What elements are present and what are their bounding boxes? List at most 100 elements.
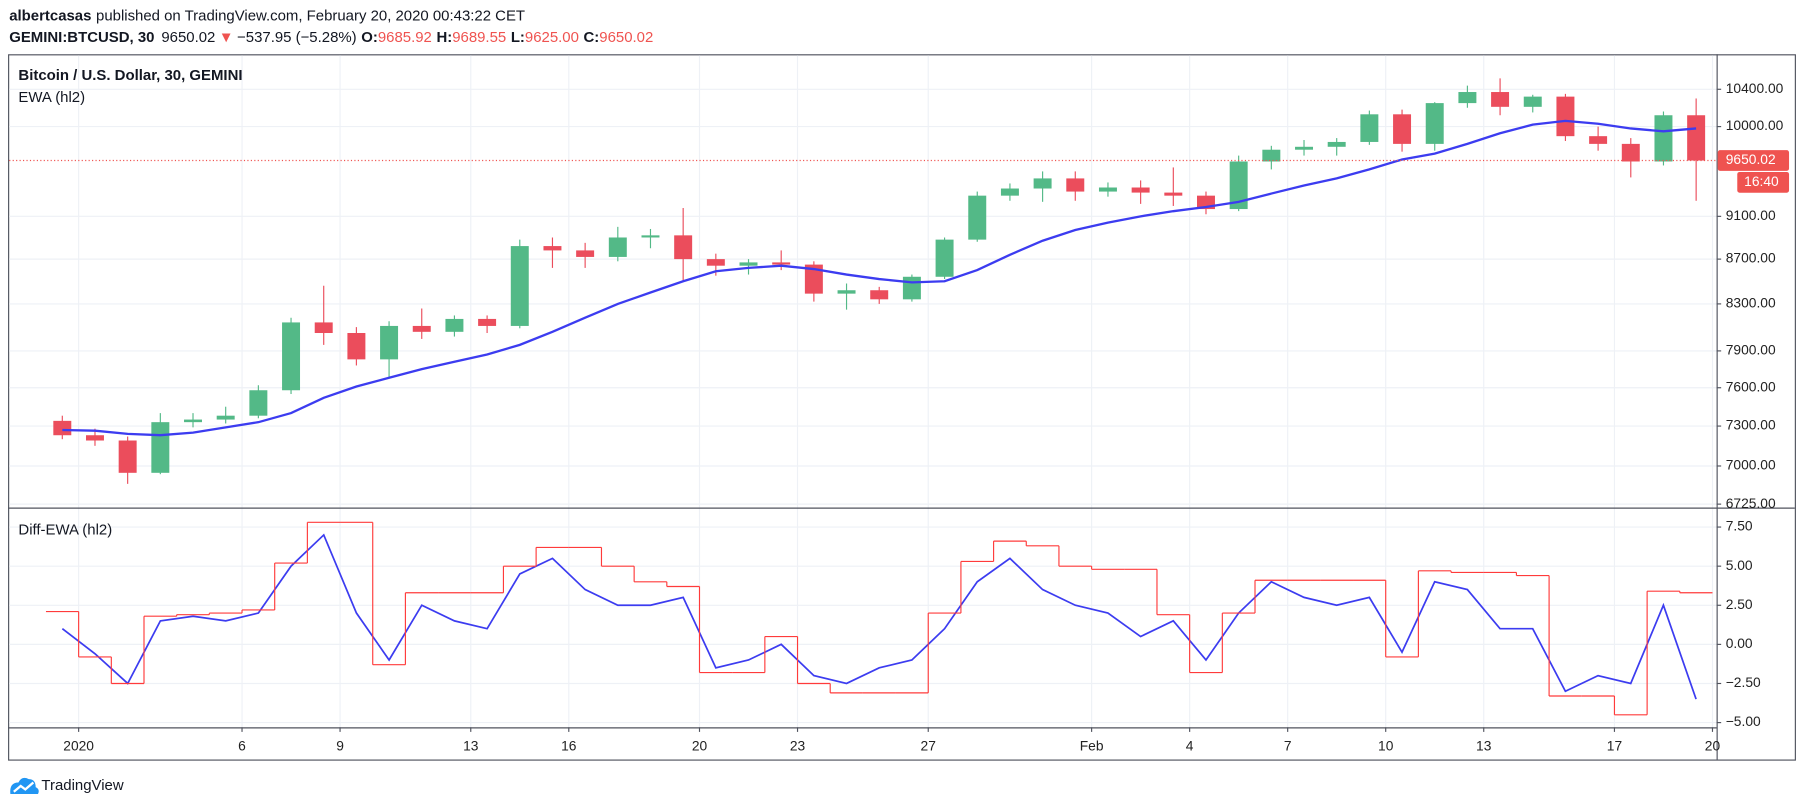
x-tick-label: 27 (921, 738, 936, 753)
x-tick-label: 10 (1378, 738, 1394, 753)
l-label: L: (511, 29, 525, 46)
candle-body (1654, 115, 1673, 162)
candle-body (772, 262, 791, 265)
ewa-line (62, 119, 1697, 437)
candle-body (739, 262, 758, 266)
c-label: C: (584, 29, 600, 46)
candle-body (576, 250, 595, 257)
header-line: albertcasas published on TradingView.com,… (9, 7, 525, 24)
x-tick-label: 13 (463, 738, 479, 753)
y-tick-label: 7600.00 (1726, 379, 1776, 394)
brand-logo (10, 777, 39, 795)
low: 9625.00 (525, 29, 579, 46)
open: 9685.92 (378, 29, 432, 46)
candle-body (543, 246, 562, 251)
countdown-label: 16:40 (1744, 174, 1779, 189)
candle-body (1393, 114, 1412, 144)
candle-body (641, 235, 660, 238)
candle-body (85, 435, 104, 441)
candle-body (1164, 192, 1183, 196)
author: albertcasas (9, 7, 91, 24)
candle-body (1523, 96, 1542, 107)
y-tick-label: 7900.00 (1726, 343, 1776, 358)
candle-body (1131, 187, 1150, 193)
candle-body (1000, 188, 1019, 196)
diff-line (61, 533, 1697, 700)
last: 9650.02 (161, 29, 215, 46)
y-tick-label: 10000.00 (1726, 118, 1784, 133)
grid (9, 55, 1717, 728)
x-tick-label: 4 (1186, 738, 1194, 753)
countdown-box (1737, 172, 1790, 193)
plot (9, 78, 1717, 716)
candle-body (412, 325, 431, 332)
axes: 6725.00 7000.00 7300.00 7600.00 7900.00 8300.… (63, 81, 1790, 753)
published: published on TradingView.com, February 2… (96, 7, 525, 24)
candle-body (608, 237, 627, 257)
candle-body (1262, 149, 1281, 162)
pane-title: Bitcoin / U.S. Dollar, 30, GEMINI (18, 67, 242, 84)
candle-body (837, 290, 856, 294)
x-tick-label: 7 (1284, 738, 1292, 753)
last-price-label: 9650.02 (1726, 152, 1776, 167)
y-tick-label: 7.50 (1726, 519, 1753, 534)
candle-body (1229, 161, 1248, 210)
candle-body (380, 325, 399, 360)
candle-body (216, 415, 235, 420)
x-tick-label: 20 (1705, 738, 1721, 753)
y-tick-label: −2.50 (1726, 675, 1761, 690)
candle-body (1425, 103, 1444, 144)
header-line: GEMINI:BTCUSD, 30 9650.02 ▼ −537.95 (−5.28%… (9, 29, 653, 46)
candle-body (968, 195, 987, 240)
candle-body (1327, 141, 1346, 147)
y-tick-label: 9100.00 (1726, 208, 1776, 223)
last-price-box (1717, 150, 1790, 171)
symbol: GEMINI:BTCUSD, 30 (9, 29, 154, 46)
candle-body (1589, 136, 1608, 144)
y-tick-label: 8700.00 (1726, 251, 1776, 266)
x-tick-label: 2020 (63, 738, 94, 753)
candle-body (347, 333, 366, 360)
x-tick-label: 6 (238, 738, 246, 753)
candle-body (445, 318, 464, 332)
y-tick-label: 0.00 (1726, 636, 1753, 651)
candle-body (1098, 187, 1117, 192)
candle-body (706, 259, 725, 266)
x-tick-label: 16 (561, 738, 577, 753)
y-tick-label: 5.00 (1726, 558, 1753, 573)
candle-body (1687, 115, 1706, 161)
candle-body (510, 246, 529, 326)
candle-body (935, 239, 954, 277)
candle-body (1066, 178, 1085, 192)
candle-body (674, 235, 693, 260)
candle-body (1360, 114, 1379, 142)
indicator-name: EWA (hl2) (18, 89, 85, 106)
y-tick-label: −5.00 (1726, 714, 1761, 729)
candle-body (53, 420, 72, 436)
brand: TradingView (41, 777, 123, 794)
candle-body (184, 419, 202, 423)
close: 9650.02 (599, 29, 653, 46)
x-tick-label: 23 (790, 738, 806, 753)
candle-body (151, 422, 170, 473)
candle-body (118, 440, 137, 473)
candle-body (314, 322, 333, 334)
x-tick-label: 9 (336, 738, 344, 753)
y-tick-label: 7300.00 (1726, 418, 1776, 433)
arrow: ▼ (219, 29, 234, 46)
y-tick-label: 8300.00 (1726, 296, 1776, 311)
indicator-title: Diff-EWA (hl2) (18, 522, 112, 539)
candle-body (804, 264, 823, 294)
frame (8, 54, 1796, 761)
x-tick-label: 20 (692, 738, 708, 753)
x-tick-label: 13 (1476, 738, 1492, 753)
y-tick-label: 10400.00 (1726, 81, 1784, 96)
candle-body (870, 290, 889, 300)
y-tick-label: 7000.00 (1726, 458, 1776, 473)
candle-body (282, 322, 301, 391)
candle-body (249, 390, 268, 416)
candle-body (902, 276, 921, 300)
o-label: O: (361, 29, 378, 46)
